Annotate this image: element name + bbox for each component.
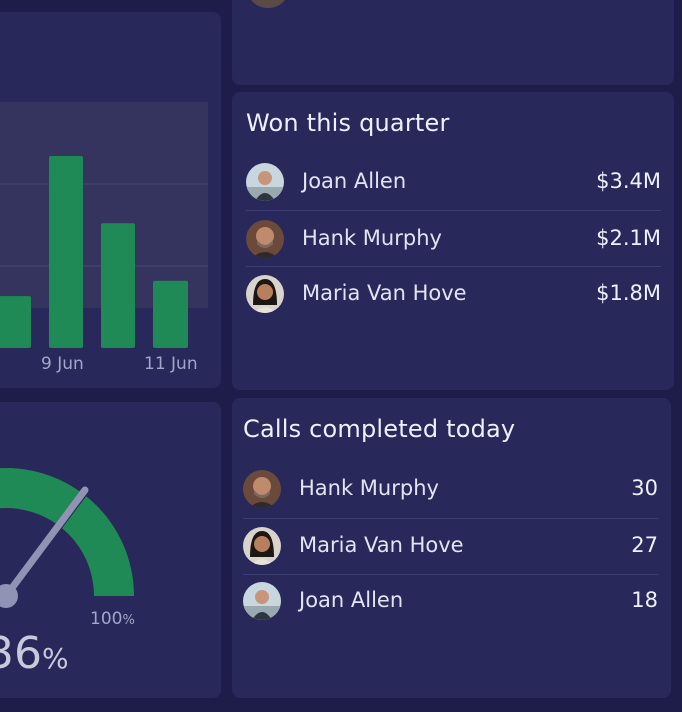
bar [101,223,135,348]
list-item[interactable]: Joan Allen $3.4M [246,157,661,207]
row-name: Hank Murphy [302,226,442,250]
row-value: 18 [631,588,658,612]
calls-completed-today-panel: Calls completed today Hank Murphy 30 Mar… [232,398,671,698]
divider [246,266,661,267]
row-value: $1.8M [596,281,661,305]
hank-murphy-avatar [243,470,281,508]
gauge-value: 36% [0,628,69,679]
joan-allen-avatar [246,163,284,201]
row-value: $2.1M [596,226,661,250]
list-item[interactable]: Joan Allen 18 [243,576,658,626]
won-this-quarter-panel: Won this quarter Joan Allen $3.4M Hank M… [232,92,674,390]
maria-van-hove-avatar [243,527,281,565]
divider [246,210,661,211]
gauge-max-label: 100% [90,609,135,629]
hank-murphy-avatar [246,220,284,258]
row-name: Maria Van Hove [299,533,464,557]
bar [153,280,188,348]
gauge-panel: 100% 36% [0,402,221,698]
top-right-panel [232,0,674,85]
row-value: 30 [631,476,658,500]
row-name: Hank Murphy [299,476,439,500]
gauge-needle [2,486,89,600]
gauge-needle-hub [0,584,18,608]
partial-avatar [249,0,287,8]
bar [49,156,83,348]
row-value: 27 [631,533,658,557]
list-item[interactable]: Maria Van Hove 27 [243,521,658,571]
row-value: $3.4M [596,169,661,193]
gauge-fill [0,468,134,596]
divider [243,518,658,519]
maria-van-hove-avatar [246,275,284,313]
x-tick-9-jun: 9 Jun [41,354,84,374]
gauge [0,468,134,608]
list-item[interactable]: Maria Van Hove $1.8M [246,269,661,319]
row-name: Maria Van Hove [302,281,467,305]
row-name: Joan Allen [299,588,404,612]
bar-chart-panel: 9 Jun 11 Jun [0,12,221,388]
divider [243,574,658,575]
list-item[interactable]: Hank Murphy 30 [243,464,658,514]
bar-chart [0,102,208,348]
won-panel-title: Won this quarter [246,109,450,137]
row-name: Joan Allen [302,169,407,193]
x-tick-11-jun: 11 Jun [144,354,198,374]
bar [0,296,31,348]
calls-panel-title: Calls completed today [243,415,516,443]
list-item[interactable]: Hank Murphy $2.1M [246,214,661,264]
joan-allen-avatar [243,582,281,620]
